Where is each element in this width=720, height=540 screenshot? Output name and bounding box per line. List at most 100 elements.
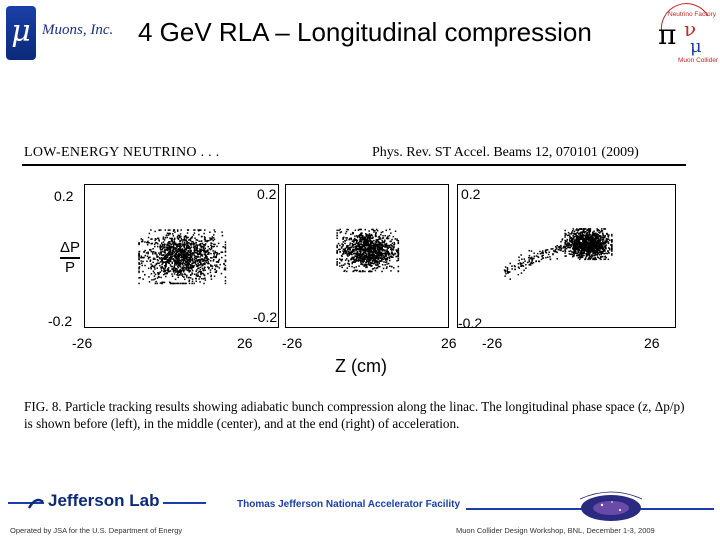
particle-point: [587, 250, 589, 252]
particle-point: [517, 266, 520, 268]
particle-point: [376, 252, 378, 254]
particle-point: [177, 273, 179, 275]
particle-point: [379, 248, 381, 251]
particle-point: [598, 239, 600, 242]
particle-point: [387, 237, 390, 240]
particle-point: [194, 260, 196, 262]
particle-point: [171, 262, 173, 265]
particle-point: [570, 245, 573, 247]
particle-point: [203, 257, 206, 259]
particle-point: [382, 245, 385, 248]
nfmcc-logo: Neutrino Factory π ν μ Muon Collider: [658, 3, 718, 64]
particle-point: [200, 273, 202, 276]
particle-point: [167, 268, 169, 270]
particle-point: [378, 245, 380, 248]
particle-point: [213, 275, 216, 277]
particle-point: [207, 262, 209, 265]
particle-point: [350, 257, 353, 260]
y-axis-label: ΔP P: [56, 240, 84, 276]
particle-point: [382, 231, 384, 233]
particle-point: [165, 249, 167, 251]
particle-point: [351, 262, 353, 264]
particle-point: [165, 256, 168, 259]
particle-point: [191, 240, 193, 243]
particle-point: [191, 269, 194, 272]
particle-point: [595, 258, 597, 261]
particle-point: [564, 242, 566, 244]
particle-point: [518, 259, 520, 262]
particle-point: [363, 260, 365, 263]
particle-point: [224, 241, 227, 243]
particle-point: [202, 273, 205, 275]
particle-point: [365, 233, 367, 235]
particle-point: [600, 237, 602, 239]
particle-point: [379, 265, 381, 268]
particle-point: [345, 237, 347, 239]
particle-point: [385, 257, 388, 260]
particle-point: [211, 267, 214, 270]
particle-point: [347, 248, 349, 250]
particle-point: [214, 243, 216, 246]
particle-point: [392, 249, 395, 251]
particle-point: [215, 251, 217, 254]
particle-point: [199, 270, 201, 273]
particle-point: [358, 228, 361, 231]
particle-point: [397, 252, 400, 254]
particle-point: [349, 249, 351, 251]
particle-point: [378, 249, 380, 251]
particle-point: [355, 248, 358, 251]
particle-point: [369, 237, 371, 239]
particle-point: [199, 258, 201, 261]
particle-point: [379, 242, 382, 245]
particle-point: [198, 233, 200, 236]
particle-point: [203, 267, 205, 270]
particle-point: [394, 238, 396, 240]
particle-point: [209, 237, 211, 239]
particle-point: [189, 255, 192, 257]
running-head-rule: [22, 164, 686, 166]
particle-point: [167, 252, 170, 255]
particle-point: [383, 261, 385, 263]
particle-point: [542, 254, 544, 257]
particle-point: [154, 273, 157, 276]
particle-point: [159, 253, 161, 256]
particle-point: [362, 259, 364, 261]
particle-point: [577, 248, 579, 251]
particle-point: [596, 240, 599, 242]
particle-point: [369, 251, 371, 253]
particle-point: [340, 260, 343, 262]
particle-point: [195, 259, 197, 262]
particle-point: [564, 244, 566, 246]
particle-point: [172, 242, 174, 245]
particle-point: [376, 244, 378, 246]
particle-point: [223, 268, 226, 271]
particle-point: [180, 259, 182, 261]
particle-point: [224, 243, 227, 246]
particle-point: [196, 252, 199, 255]
particle-point: [162, 281, 165, 284]
particle-point: [198, 253, 200, 255]
particle-point: [569, 253, 572, 255]
particle-point: [374, 257, 377, 259]
particle-point: [565, 255, 567, 257]
particle-point: [574, 252, 577, 254]
particle-point: [174, 248, 176, 250]
particle-point: [363, 239, 366, 242]
particle-point: [369, 239, 372, 242]
particle-point: [194, 257, 197, 259]
particle-point: [171, 254, 173, 256]
particle-point: [163, 251, 166, 253]
particle-point: [358, 249, 360, 251]
particle-point: [587, 234, 590, 236]
particle-point: [535, 255, 538, 257]
particle-point: [385, 259, 387, 261]
particle-point: [147, 257, 150, 260]
particle-point: [397, 255, 400, 257]
particle-point: [179, 233, 182, 235]
particle-point: [162, 268, 165, 270]
particle-point: [213, 252, 215, 254]
particle-point: [607, 242, 610, 245]
particle-point: [572, 235, 574, 237]
particle-point: [196, 248, 198, 251]
particle-point: [224, 267, 227, 269]
